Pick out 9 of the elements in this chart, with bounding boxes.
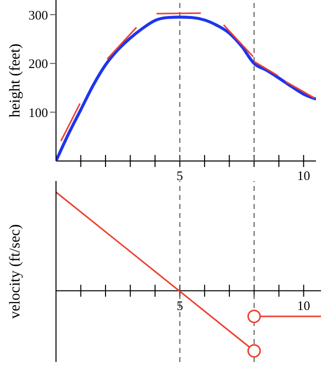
y-tick-label: 100 bbox=[28, 104, 48, 120]
x-tick-label: 5 bbox=[176, 168, 184, 184]
x-tick-label: 5 bbox=[176, 298, 184, 313]
y-tick-label: 200 bbox=[28, 56, 48, 72]
y-axis-title: height (feet) bbox=[7, 44, 24, 118]
y-axis-title: velocity (ft/sec) bbox=[7, 224, 24, 319]
x-tick-label: 10 bbox=[297, 168, 310, 184]
x-tick-label: 10 bbox=[297, 298, 310, 313]
y-tick-label: 300 bbox=[28, 7, 48, 22]
